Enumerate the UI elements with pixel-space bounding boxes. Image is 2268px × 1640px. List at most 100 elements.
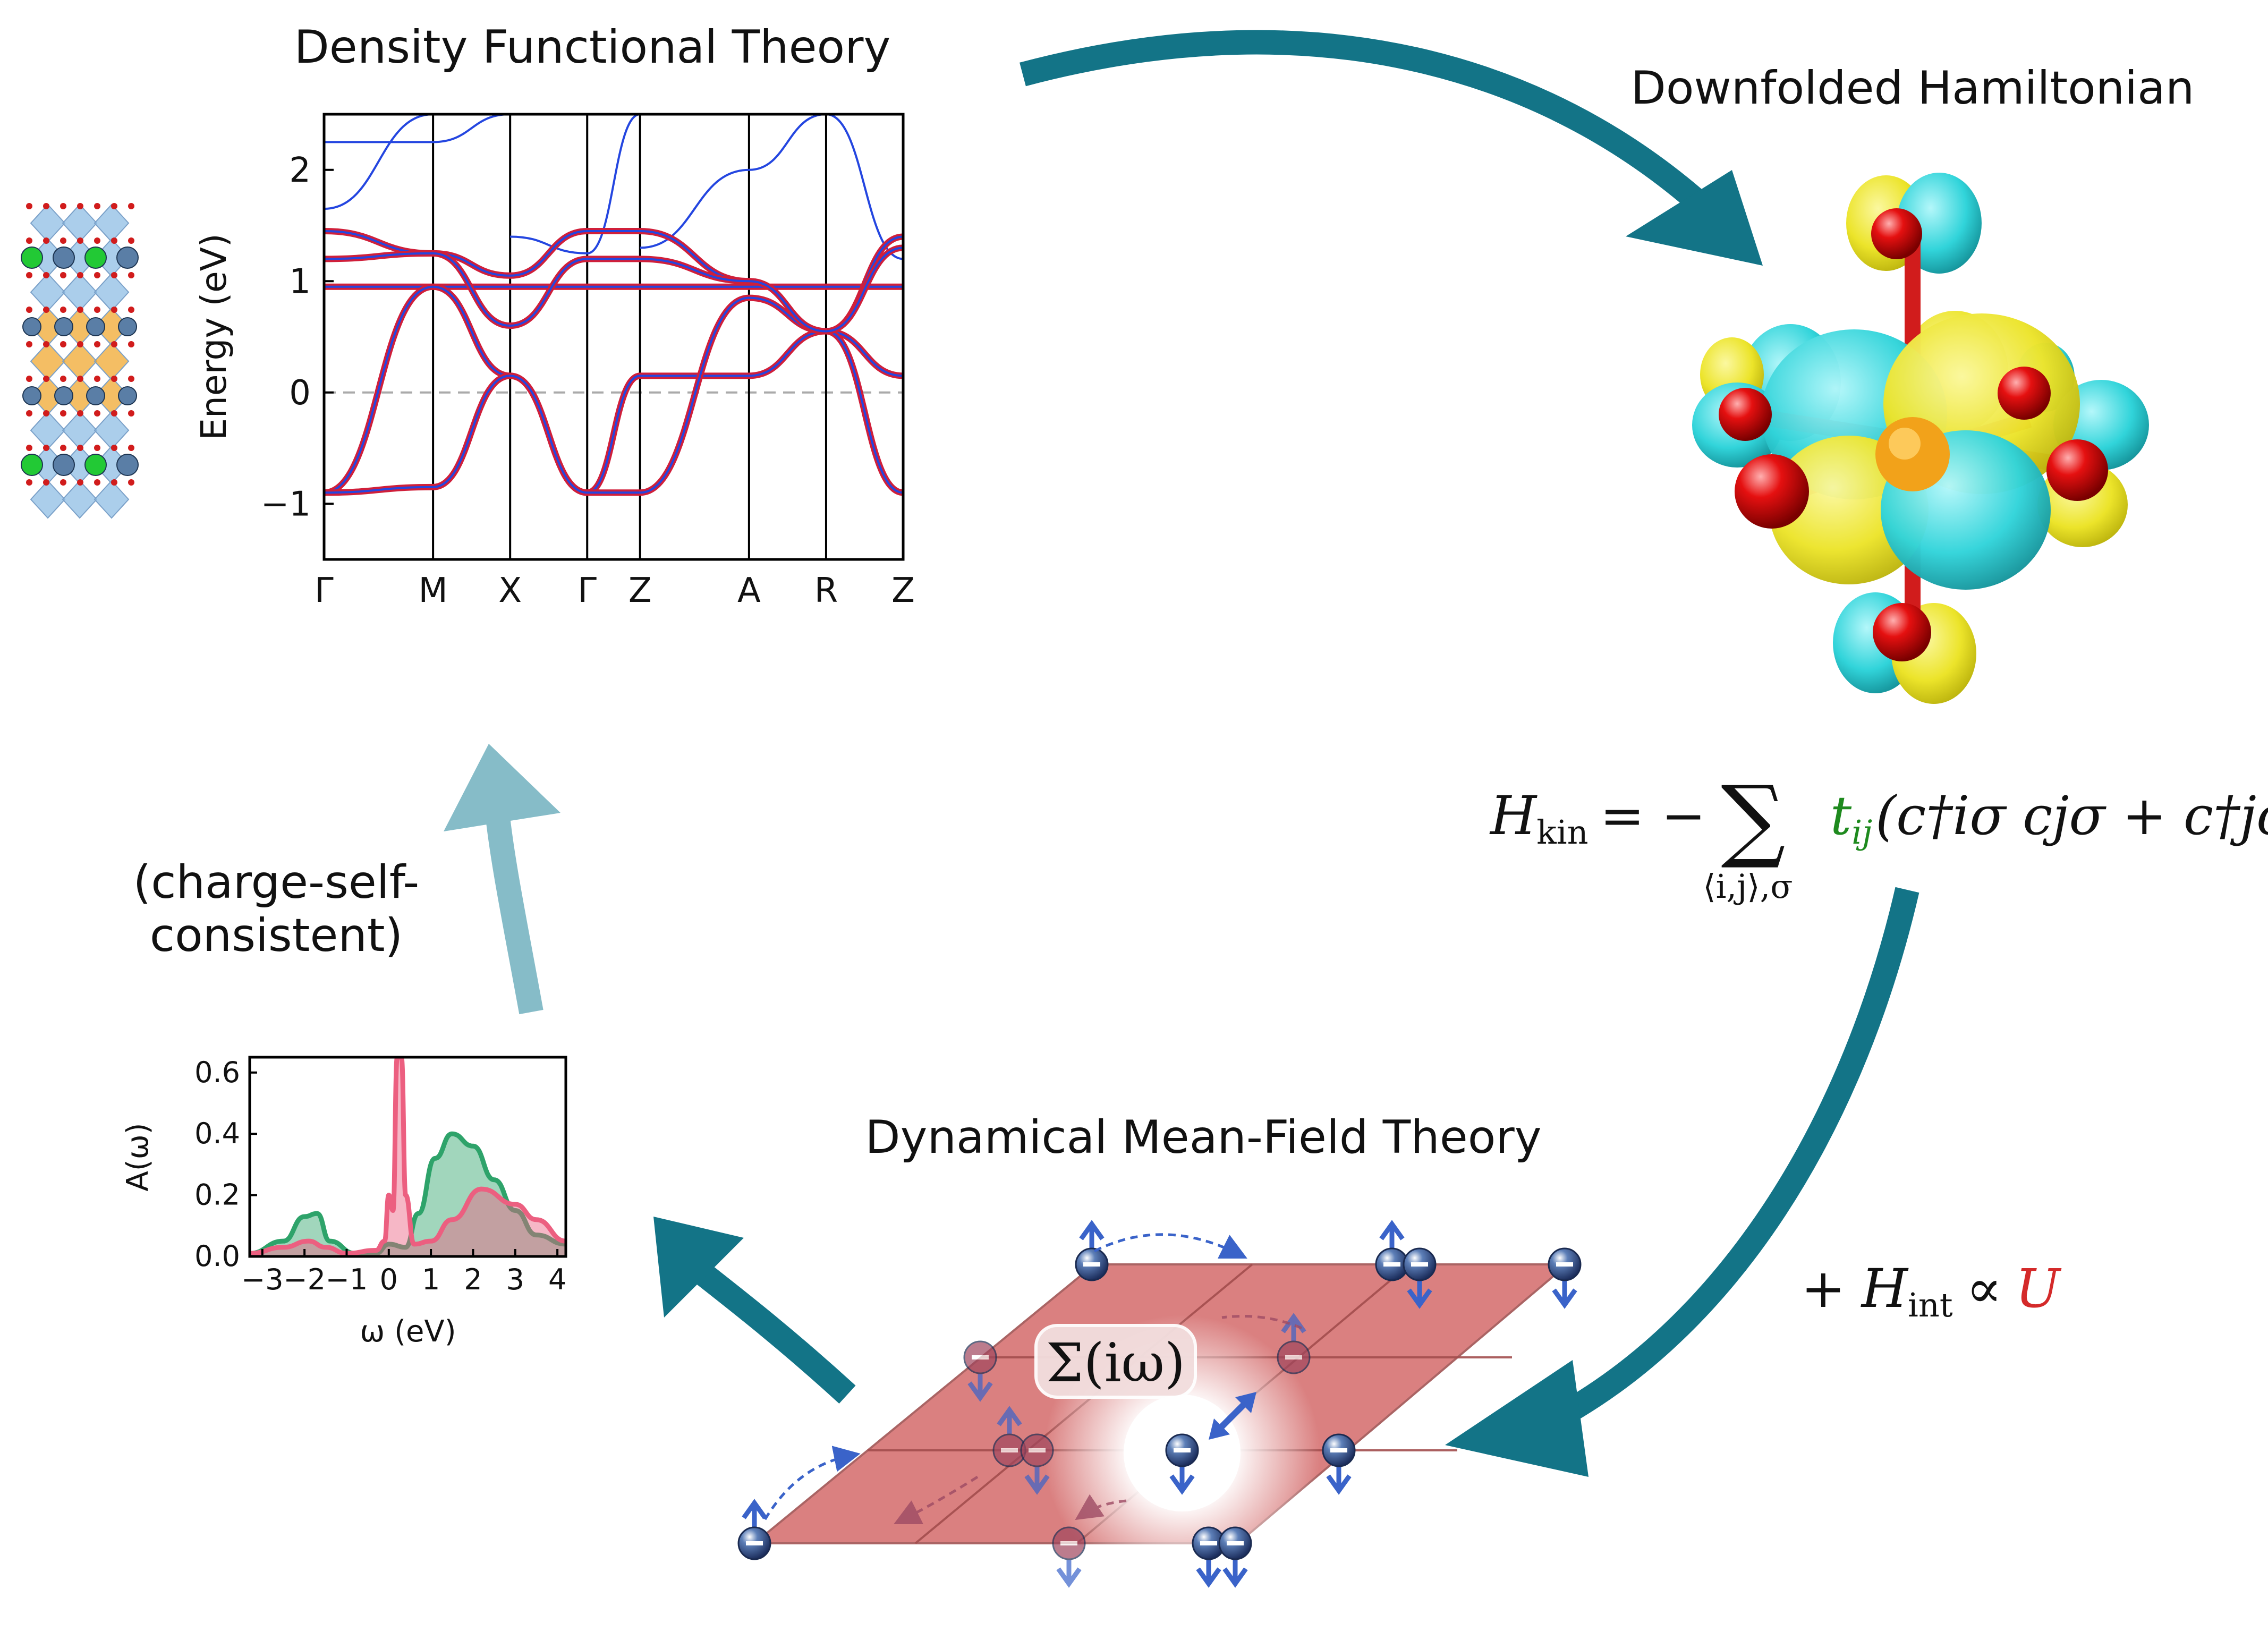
cation-atom bbox=[54, 386, 73, 405]
spectral-function-chart: −3 −2 −1 0 1 2 3 4 0.0 0.2 0.4 0.6 A(ω) ω (eV) bbox=[121, 1056, 567, 1349]
octahedron bbox=[30, 273, 66, 312]
self-energy-label: Σ(iω) bbox=[1046, 1332, 1185, 1394]
oxygen-atom bbox=[26, 307, 32, 313]
electron-spin-up bbox=[737, 1499, 771, 1560]
arrow-downfolding-to-dmft bbox=[1445, 887, 1919, 1477]
dft-band-line bbox=[324, 247, 903, 333]
dos-plot-frame bbox=[248, 1056, 567, 1258]
oxygen-atom bbox=[111, 410, 117, 417]
cation-atom bbox=[53, 454, 75, 476]
octahedron bbox=[62, 342, 98, 381]
x-tick-label: 2 bbox=[464, 1263, 482, 1296]
cation-atom bbox=[118, 386, 137, 405]
octahedron bbox=[94, 203, 130, 243]
oxygen-atom bbox=[94, 376, 100, 382]
octahedron bbox=[94, 480, 130, 519]
dft-band-line bbox=[324, 285, 903, 494]
kpoint-label: Γ bbox=[315, 571, 334, 610]
electron-spin-down bbox=[1218, 1526, 1252, 1588]
octahedron bbox=[62, 480, 98, 519]
dos-xlabel: ω (eV) bbox=[360, 1314, 456, 1349]
arrow-dft-to-downfolding bbox=[1020, 30, 1763, 266]
interaction-term: + Hint ∝ U bbox=[1801, 1257, 2062, 1324]
electron-spin-down bbox=[963, 1340, 997, 1402]
oxygen-atom bbox=[43, 307, 49, 313]
cation-atom bbox=[116, 454, 139, 476]
octahedron bbox=[62, 411, 98, 450]
hopping-symbol: t bbox=[1830, 785, 1852, 847]
oxygen-atom bbox=[128, 237, 134, 244]
dos-green-curve-fill bbox=[250, 1134, 566, 1256]
oxygen-atom bbox=[94, 237, 100, 244]
oxygen-atom bbox=[77, 479, 83, 486]
upper-band-line bbox=[640, 114, 826, 249]
octahedron bbox=[94, 411, 130, 450]
x-tick-label: 0 bbox=[380, 1263, 398, 1296]
cation-atom bbox=[118, 317, 137, 336]
oxygen-atom bbox=[43, 410, 49, 417]
upper-band-line bbox=[324, 114, 434, 210]
arrow-dmft-to-spectral bbox=[653, 1217, 856, 1404]
kpoint-label: Z bbox=[891, 571, 915, 610]
oxygen-atom bbox=[60, 237, 66, 244]
oxygen-atom bbox=[128, 376, 134, 382]
octahedron bbox=[30, 203, 66, 243]
oxygen-atom bbox=[26, 445, 32, 451]
cation-atom bbox=[116, 247, 139, 269]
kpoint-label: R bbox=[814, 571, 838, 610]
y-tick-label: −1 bbox=[261, 485, 311, 524]
dos-ylabel: A(ω) bbox=[121, 1123, 155, 1192]
oxygen-atom bbox=[77, 445, 83, 451]
y-tick-label: 2 bbox=[289, 151, 311, 190]
octahedron bbox=[30, 480, 66, 519]
oxygen-atom bbox=[43, 341, 49, 347]
upper-band-line bbox=[510, 114, 641, 254]
oxygen-atom bbox=[26, 376, 32, 382]
sum-symbol: ∑ bbox=[1721, 767, 1785, 872]
electron-spin-down bbox=[1403, 1247, 1437, 1309]
x-tick-label: −1 bbox=[326, 1263, 368, 1296]
band-plot-frame bbox=[322, 113, 905, 561]
kpoint-label: X bbox=[498, 571, 522, 610]
cation-atom bbox=[22, 386, 41, 405]
oxygen-atom bbox=[77, 203, 83, 209]
kpoint-label: A bbox=[737, 571, 761, 610]
oxygen-atom bbox=[77, 237, 83, 244]
oxygen-atom bbox=[26, 341, 32, 347]
octahedron bbox=[30, 342, 66, 381]
x-tick-label: −2 bbox=[283, 1263, 326, 1296]
oxygen-atom bbox=[77, 272, 83, 278]
svg-text:Hkin= −: Hkin = − bbox=[1489, 785, 1706, 852]
oxygen-atom bbox=[94, 307, 100, 313]
downfolded-title: Downfolded Hamiltonian bbox=[1631, 62, 2195, 115]
oxygen-atom bbox=[60, 410, 66, 417]
oxygen-atom bbox=[94, 203, 100, 209]
oxygen-atom bbox=[94, 479, 100, 486]
cation-atom bbox=[54, 317, 73, 336]
y-tick-label: 0.4 bbox=[194, 1117, 240, 1150]
oxygen-atom bbox=[60, 307, 66, 313]
y-tick-label: 0.2 bbox=[194, 1178, 240, 1212]
oxygen-atom bbox=[111, 272, 117, 278]
x-tick-label: −3 bbox=[241, 1263, 284, 1296]
octahedron bbox=[94, 273, 130, 312]
wannier-band-line bbox=[324, 283, 903, 496]
oxygen-atom bbox=[43, 272, 49, 278]
electron-spin-down bbox=[1548, 1247, 1582, 1309]
octahedron bbox=[62, 203, 98, 243]
oxygen-atom bbox=[111, 203, 117, 209]
sum-subscript: ⟨i,j⟩,σ bbox=[1703, 867, 1793, 906]
electron-spin-down bbox=[1192, 1526, 1226, 1588]
cation-atom bbox=[53, 247, 75, 269]
dos-pink-curve bbox=[250, 1057, 566, 1256]
oxygen-atom bbox=[60, 272, 66, 278]
h-kin-symbol: H bbox=[1489, 785, 1538, 847]
oxygen-atom bbox=[111, 307, 117, 313]
kpoint-label: Z bbox=[628, 571, 652, 610]
electron-spin-down bbox=[1322, 1433, 1356, 1495]
dmft-title: Dynamical Mean-Field Theory bbox=[865, 1111, 1541, 1164]
cation-atom bbox=[21, 247, 43, 269]
h-kin-subscript: kin bbox=[1536, 813, 1588, 852]
upper-band-line bbox=[324, 114, 511, 143]
